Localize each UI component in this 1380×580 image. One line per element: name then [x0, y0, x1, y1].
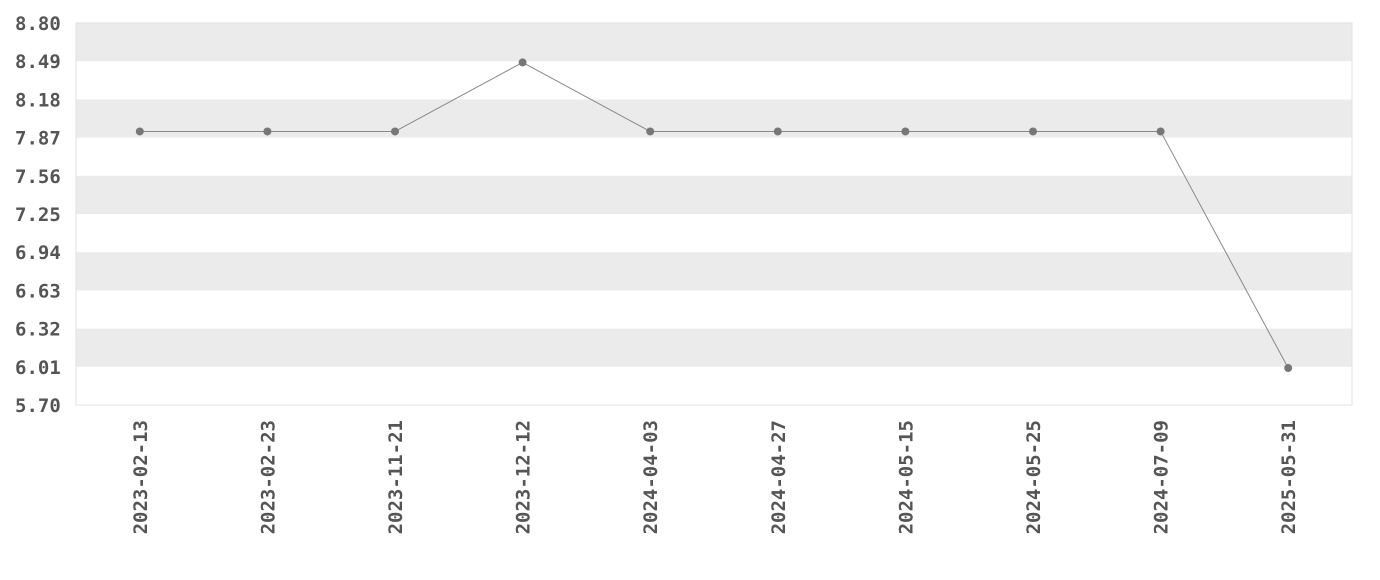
y-tick-label: 7.87: [15, 128, 61, 150]
data-point: [1156, 127, 1165, 136]
y-tick-label: 6.32: [15, 319, 61, 341]
x-tick-label: 2025-05-31: [1278, 420, 1300, 534]
grid-band: [76, 23, 1352, 62]
y-tick-label: 8.49: [15, 51, 61, 73]
data-point: [646, 127, 655, 136]
data-point: [773, 127, 782, 136]
x-axis: 2023-02-13 2023-02-23 2023-11-21 2023-12-12…: [130, 420, 1300, 534]
y-tick-label: 7.25: [15, 204, 61, 226]
y-tick-label: 6.01: [15, 357, 61, 379]
x-tick-label: 2023-12-12: [513, 420, 535, 534]
y-tick-label: 7.56: [15, 166, 61, 188]
x-tick-label: 2024-07-09: [1151, 420, 1173, 534]
x-tick-label: 2024-05-15: [895, 420, 917, 534]
y-tick-label: 5.70: [15, 395, 61, 417]
plot-frame: [75, 22, 1353, 406]
y-tick-label: 8.80: [15, 13, 61, 35]
x-tick-label: 2023-02-13: [130, 420, 152, 534]
x-tick-label: 2024-04-03: [640, 420, 662, 534]
y-tick-label: 8.18: [15, 89, 61, 111]
data-point: [518, 58, 527, 67]
data-point: [901, 127, 910, 136]
grid-band: [76, 328, 1352, 367]
x-tick-label: 2023-02-23: [257, 420, 279, 534]
y-tick-label: 6.94: [15, 242, 61, 264]
data-point: [135, 127, 144, 136]
x-tick-label: 2024-05-25: [1023, 420, 1045, 534]
y-axis: 8.80 8.49 8.18 7.87 7.56 7.25 6.94 6.63 6.32 6.01…: [15, 13, 61, 417]
data-point: [1284, 364, 1293, 373]
data-point: [391, 127, 399, 136]
data-point: [1029, 127, 1037, 136]
grid-band: [76, 175, 1352, 214]
series-layer: [135, 58, 1293, 373]
x-tick-label: 2024-04-27: [768, 420, 790, 534]
data-point: [263, 127, 272, 136]
grid-bands: [76, 23, 1352, 367]
y-tick-label: 6.63: [15, 280, 61, 302]
series-line: [139, 61, 1289, 369]
grid-band: [76, 252, 1352, 291]
x-tick-label: 2023-11-21: [385, 420, 407, 534]
